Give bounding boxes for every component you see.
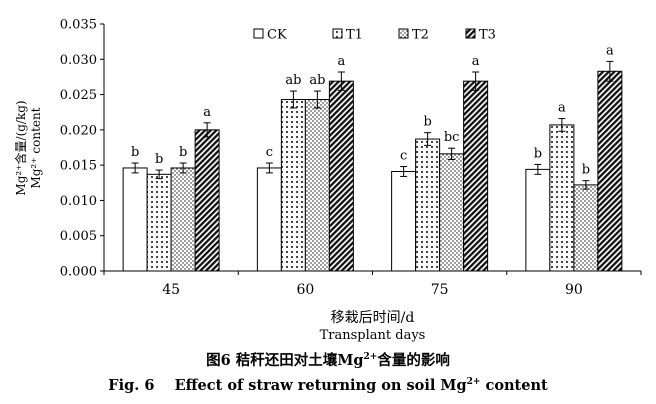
y-axis-title-en: Mg²⁺ content: [29, 107, 43, 188]
y-tick-label: 0.010: [60, 194, 97, 209]
bar-ck: [122, 167, 148, 272]
significance-letter: a: [606, 43, 614, 58]
chart: 0.000 0.005 0.010 0.015 0.020 0.025 0.030 0.035…: [13, 18, 642, 343]
caption-en-prefix: Fig. 6 Effect of straw returning on soil: [108, 377, 441, 394]
bar-t2: [304, 99, 330, 272]
x-tick-label: 45: [162, 282, 180, 298]
significance-letter: ab: [309, 73, 325, 88]
x-axis-title-en: Transplant days: [320, 328, 426, 343]
y-tick-label: 0.000: [60, 265, 97, 280]
legend-swatch-t3: [465, 28, 476, 39]
y-tick-label: 0.035: [60, 18, 97, 33]
y-tick-label: 0.030: [60, 53, 97, 68]
bar-t2: [439, 153, 465, 272]
bar-ck: [525, 168, 551, 272]
bar-ck: [391, 170, 417, 272]
bar-t1: [549, 124, 575, 272]
caption-zh-sup: 2+: [363, 352, 378, 362]
significance-letter: a: [558, 101, 566, 116]
significance-letter: ab: [285, 73, 301, 88]
legend-label-t1: T1: [346, 28, 363, 43]
significance-letter: b: [131, 145, 139, 160]
legend-swatch-t1: [332, 28, 343, 39]
plot-area: 0.000 0.005 0.010 0.015 0.020 0.025 0.030 0.035…: [13, 18, 642, 343]
bar-t1: [280, 99, 306, 272]
significance-letter: a: [203, 105, 211, 120]
significance-letter: c: [400, 149, 407, 164]
x-tick-label: 60: [296, 282, 314, 298]
significance-letter: a: [337, 54, 345, 69]
significance-letter: c: [266, 145, 273, 160]
caption-zh-mg: Mg: [337, 352, 364, 369]
bar-t1: [415, 138, 441, 272]
significance-letter: b: [423, 115, 431, 130]
x-tick-label: 75: [431, 282, 449, 298]
y-tick-label: 0.005: [60, 229, 97, 244]
caption-zh-prefix: 图6 秸秆还田对土壤: [206, 352, 338, 369]
caption-en-mg: Mg: [440, 377, 467, 394]
legend-label-t2: T2: [412, 28, 429, 43]
figure-caption-en: Fig. 6 Effect of straw returning on soil…: [0, 377, 656, 394]
legend-swatch-t2: [398, 28, 409, 39]
y-tick-label: 0.015: [60, 159, 97, 174]
bar-t3: [463, 80, 489, 272]
significance-letter: a: [472, 54, 480, 69]
y-tick-label: 0.025: [60, 88, 97, 103]
significance-letter: b: [155, 152, 163, 167]
caption-en-sup: 2+: [466, 377, 481, 387]
caption-en-suffix: content: [480, 377, 548, 394]
x-tick-label: 90: [565, 282, 583, 298]
x-axis-title-zh: 移栽后时间/d: [331, 310, 415, 326]
significance-letter: b: [582, 163, 590, 178]
legend-swatch-ck: [253, 28, 264, 39]
bar-t3: [194, 129, 220, 272]
legend-label-ck: CK: [267, 28, 287, 43]
significance-letter: bc: [444, 130, 460, 145]
bar-t3: [597, 70, 623, 272]
bar-t2: [573, 184, 599, 272]
figure-caption-zh: 图6 秸秆还田对土壤Mg2+含量的影响: [0, 349, 656, 370]
bar-ck: [256, 167, 282, 272]
caption-zh-suffix: 含量的影响: [377, 352, 450, 369]
bar-t3: [328, 80, 354, 272]
y-axis-title-zh: Mg²⁺含量/(g/kg): [13, 100, 28, 195]
bar-t2: [170, 167, 196, 272]
significance-letter: b: [534, 146, 542, 161]
y-tick-label: 0.020: [60, 123, 97, 138]
significance-letter: b: [179, 145, 187, 160]
legend-label-t3: T3: [479, 28, 496, 43]
bar-t1: [146, 173, 172, 272]
